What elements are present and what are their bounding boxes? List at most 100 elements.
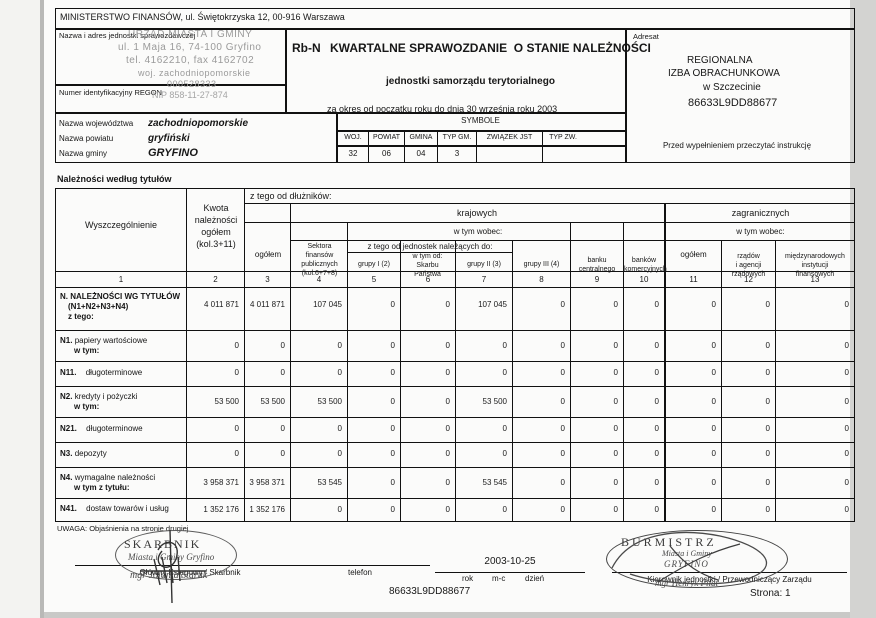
- paper-sheet: [44, 0, 850, 612]
- footer-barcode-text: 86633L9DD88677: [389, 586, 471, 597]
- symbols-header-5: TYP ZW.: [549, 134, 577, 141]
- table-row-label-0: N. NALEŻNOŚCI WG TYTUŁÓW: [60, 292, 180, 301]
- symbols-v3: [437, 130, 438, 163]
- hdr-v-col2: [244, 188, 245, 287]
- table-cell-r6-c9: 0: [613, 478, 618, 487]
- table-cell-r4-c3: 0: [280, 424, 285, 433]
- header-foreign: zagranicznych: [731, 208, 790, 218]
- date-label-month: m-c: [492, 574, 506, 583]
- table-cell-r1-c5: 0: [390, 341, 395, 350]
- head-stamp-line1: BURMISTRZ: [621, 535, 717, 549]
- unit-box-label: Nazwa i adres jednostki sprawozdawczej: [59, 31, 196, 40]
- table-cell-r7-c5: 0: [390, 505, 395, 514]
- table-row-label2-1: w tym:: [74, 346, 100, 355]
- symbols-left-border: [336, 112, 338, 163]
- table-cell-r4-c2: 0: [234, 424, 239, 433]
- table-cell-r4-c10: 0: [654, 424, 659, 433]
- colnum-10: 10: [639, 275, 649, 284]
- hdr-rule-debtors: [244, 203, 855, 204]
- table-cell-r2-c3: 0: [280, 368, 285, 377]
- ministry-header: MINISTERSTWO FINANSÓW, ul. Świętokrzyska…: [60, 12, 345, 22]
- table-cell-r0-c2: 4 011 871: [204, 300, 239, 309]
- header-central-bank-l1: banku: [587, 257, 607, 264]
- table-row-label-5: N3. depozyty: [60, 449, 107, 458]
- head-stamp-line3: GRYFINO: [664, 559, 709, 569]
- table-row-label2-0: (N1+N2+N3+N4): [68, 302, 129, 311]
- table-cell-r5-c6: 0: [445, 449, 450, 458]
- page-number: Strona: 1: [750, 588, 791, 599]
- header-in-which: w tym od:: [412, 253, 443, 260]
- body-v-scope-split: [664, 287, 666, 522]
- body-rule-0: [55, 330, 855, 331]
- header-col2-l3: ogółem: [201, 227, 231, 237]
- header-commercial-banks-l2: komercyjnych: [624, 266, 667, 273]
- table-cell-r7-c8: 0: [560, 505, 565, 514]
- table-cell-r0-c12: 0: [765, 300, 770, 309]
- regon-divider: [55, 84, 285, 86]
- accountant-stamp-oval: [115, 530, 237, 580]
- table-cell-r3-c6: 0: [445, 397, 450, 406]
- symbols-header-3: TYP GM.: [442, 134, 472, 141]
- table-row-label-7: N41. dostaw towarów i usług: [60, 504, 169, 513]
- unit-stamp-line4: woj. zachodniopomorskie: [138, 68, 251, 78]
- row-code-1: N1.: [60, 336, 73, 345]
- table-cell-r6-c6: 0: [445, 478, 450, 487]
- symbols-header-divider: [336, 145, 625, 147]
- hdr-v-col11: [721, 240, 722, 287]
- table-cell-r0-c9: 0: [613, 300, 618, 309]
- body-v-col12: [775, 287, 776, 522]
- hdr-rule-units: [347, 252, 512, 253]
- body-rule-1: [55, 361, 855, 362]
- table-cell-r3-c13: 0: [844, 397, 849, 406]
- table-cell-r2-c6: 0: [445, 368, 450, 377]
- hdr-v-col5: [400, 240, 401, 287]
- form-code: Rb-N: [292, 41, 321, 55]
- header-col2-l2: należności: [194, 215, 238, 225]
- table-cell-r2-c7: 0: [502, 368, 507, 377]
- body-v-col1: [186, 287, 187, 522]
- addressee-line3: w Szczecinie: [703, 82, 761, 93]
- colnum-12: 12: [744, 275, 753, 284]
- body-rule-3: [55, 417, 855, 418]
- body-v-col9: [623, 287, 624, 522]
- table-cell-r1-c10: 0: [654, 341, 659, 350]
- form-period: za okres od początku roku do dnia 30 wrz…: [327, 104, 558, 114]
- hdr-v-col4: [347, 222, 348, 287]
- table-cell-r3-c3: 53 500: [260, 397, 285, 406]
- hdr-v-col9: [623, 222, 624, 287]
- table-cell-r6-c2: 3 958 371: [203, 478, 239, 487]
- territory-label-0: Nazwa województwa: [59, 119, 134, 128]
- colnum-1: 1: [118, 275, 124, 284]
- header-units-belonging: z tego od jednostek należących do:: [367, 242, 493, 251]
- table-cell-r1-c6: 0: [445, 341, 450, 350]
- hdr-v-col1: [186, 188, 187, 287]
- header-public-finance-l4: (kol.6+7+8): [301, 270, 338, 277]
- addressee-line2: IZBA OBRACHUNKOWA: [668, 68, 780, 79]
- table-cell-r5-c5: 0: [390, 449, 395, 458]
- table-cell-r1-c8: 0: [560, 341, 565, 350]
- row-text-3: kredyty i pożyczki: [74, 392, 138, 401]
- table-cell-r5-c11: 0: [711, 449, 716, 458]
- colnum-5: 5: [371, 275, 377, 284]
- table-row-label-2: N11. długoterminowe: [60, 368, 142, 377]
- form-subtitle: jednostki samorządu terytorialnego: [386, 76, 555, 87]
- regon-label: Numer identyfikacyjny REGON: [59, 88, 162, 97]
- unit-stamp-line5: 000528333: [167, 79, 217, 89]
- colnum-11: 11: [689, 275, 698, 284]
- header-inrespect-domestic: w tym wobec:: [453, 227, 503, 236]
- symbols-header-4: ZWIĄZEK JST: [486, 134, 533, 141]
- table-cell-r1-c11: 0: [711, 341, 716, 350]
- hdr-v-col7: [512, 240, 513, 287]
- form-title: KWARTALNE SPRAWOZDANIE O STANIE NALEŻNOŚ…: [330, 41, 651, 55]
- hdr-v-col12: [775, 240, 776, 287]
- paper-bottom-edge: [44, 612, 850, 618]
- table-cell-r5-c13: 0: [844, 449, 849, 458]
- title-notch-left: [283, 8, 343, 22]
- table-cell-r4-c11: 0: [711, 424, 716, 433]
- header-col2-l4: (kol.3+11): [196, 239, 236, 249]
- table-cell-r6-c12: 0: [765, 478, 770, 487]
- symbols-header-2: GMINA: [409, 134, 433, 141]
- unit-stamp-line1: URZĄD MIASTA I GMINY: [128, 29, 253, 40]
- table-cell-r7-c2: 1 352 176: [203, 505, 239, 514]
- body-rule-5: [55, 467, 855, 468]
